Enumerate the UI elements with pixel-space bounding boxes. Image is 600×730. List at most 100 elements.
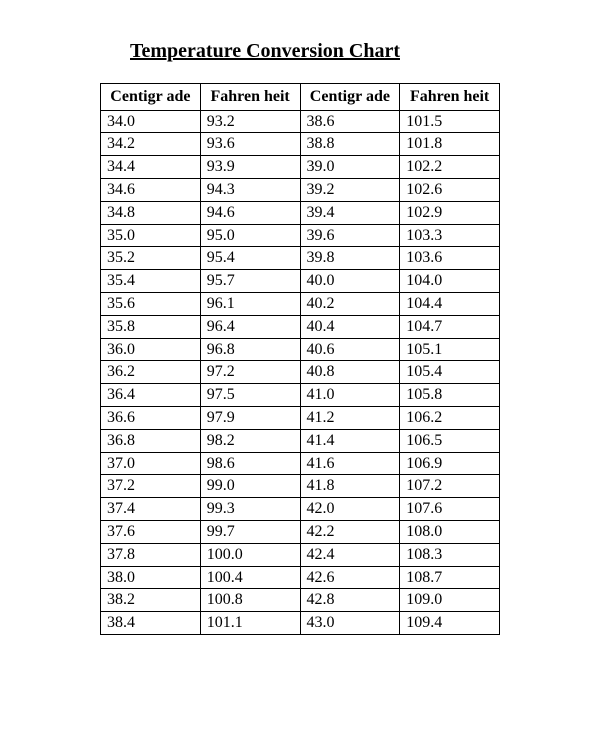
table-cell: 34.6 [101,178,201,201]
table-cell: 37.0 [101,452,201,475]
table-cell: 108.7 [400,566,500,589]
col-header-centigrade-1: Centigr ade [101,84,201,111]
table-cell: 35.0 [101,224,201,247]
table-cell: 98.6 [200,452,300,475]
table-cell: 108.3 [400,543,500,566]
table-cell: 42.4 [300,543,400,566]
table-row: 37.699.742.2108.0 [101,520,500,543]
table-cell: 34.4 [101,156,201,179]
table-cell: 104.7 [400,315,500,338]
table-cell: 105.4 [400,361,500,384]
table-cell: 108.0 [400,520,500,543]
table-cell: 100.4 [200,566,300,589]
table-row: 36.297.240.8105.4 [101,361,500,384]
table-cell: 39.4 [300,201,400,224]
table-cell: 41.0 [300,384,400,407]
document-page: Temperature Conversion Chart Centigr ade… [0,0,600,635]
table-cell: 34.0 [101,110,201,133]
col-header-fahrenheit-1: Fahren heit [200,84,300,111]
table-cell: 37.8 [101,543,201,566]
table-cell: 96.8 [200,338,300,361]
table-row: 36.096.840.6105.1 [101,338,500,361]
table-cell: 34.2 [101,133,201,156]
table-cell: 37.2 [101,475,201,498]
table-cell: 43.0 [300,612,400,635]
table-row: 34.694.339.2102.6 [101,178,500,201]
table-cell: 38.2 [101,589,201,612]
table-cell: 36.0 [101,338,201,361]
table-cell: 95.7 [200,270,300,293]
col-header-centigrade-2: Centigr ade [300,84,400,111]
table-row: 35.095.039.6103.3 [101,224,500,247]
table-cell: 95.4 [200,247,300,270]
table-cell: 40.2 [300,292,400,315]
table-body: 34.093.238.6101.534.293.638.8101.834.493… [101,110,500,634]
table-row: 35.495.740.0104.0 [101,270,500,293]
table-cell: 42.6 [300,566,400,589]
table-row: 36.898.241.4106.5 [101,429,500,452]
table-cell: 36.4 [101,384,201,407]
table-cell: 97.5 [200,384,300,407]
table-cell: 95.0 [200,224,300,247]
table-cell: 100.8 [200,589,300,612]
table-cell: 37.6 [101,520,201,543]
table-cell: 38.8 [300,133,400,156]
table-cell: 105.8 [400,384,500,407]
table-cell: 38.0 [101,566,201,589]
table-row: 34.093.238.6101.5 [101,110,500,133]
table-cell: 102.9 [400,201,500,224]
table-header-row: Centigr ade Fahren heit Centigr ade Fahr… [101,84,500,111]
table-cell: 37.4 [101,498,201,521]
table-cell: 40.0 [300,270,400,293]
table-cell: 97.9 [200,406,300,429]
col-header-fahrenheit-2: Fahren heit [400,84,500,111]
table-row: 34.894.639.4102.9 [101,201,500,224]
table-cell: 40.6 [300,338,400,361]
table-cell: 40.4 [300,315,400,338]
page-title: Temperature Conversion Chart [130,40,500,63]
table-cell: 106.5 [400,429,500,452]
table-cell: 99.7 [200,520,300,543]
table-cell: 97.2 [200,361,300,384]
table-row: 35.696.140.2104.4 [101,292,500,315]
table-row: 37.299.041.8107.2 [101,475,500,498]
table-cell: 105.1 [400,338,500,361]
table-cell: 101.1 [200,612,300,635]
table-cell: 107.6 [400,498,500,521]
table-cell: 36.6 [101,406,201,429]
table-cell: 101.8 [400,133,500,156]
table-cell: 104.0 [400,270,500,293]
table-cell: 93.9 [200,156,300,179]
table-cell: 106.9 [400,452,500,475]
table-row: 37.098.641.6106.9 [101,452,500,475]
table-cell: 42.8 [300,589,400,612]
table-cell: 93.6 [200,133,300,156]
table-cell: 36.2 [101,361,201,384]
table-cell: 102.2 [400,156,500,179]
table-cell: 93.2 [200,110,300,133]
table-row: 38.2100.842.8109.0 [101,589,500,612]
table-row: 36.697.941.2106.2 [101,406,500,429]
table-cell: 41.2 [300,406,400,429]
table-cell: 104.4 [400,292,500,315]
table-cell: 39.8 [300,247,400,270]
table-row: 38.0100.442.6108.7 [101,566,500,589]
table-cell: 94.6 [200,201,300,224]
table-cell: 99.3 [200,498,300,521]
conversion-table: Centigr ade Fahren heit Centigr ade Fahr… [100,83,500,635]
table-cell: 41.6 [300,452,400,475]
table-row: 35.295.439.8103.6 [101,247,500,270]
table-row: 34.493.939.0102.2 [101,156,500,179]
table-cell: 101.5 [400,110,500,133]
table-row: 37.499.342.0107.6 [101,498,500,521]
table-cell: 40.8 [300,361,400,384]
table-cell: 38.4 [101,612,201,635]
table-row: 36.497.541.0105.8 [101,384,500,407]
table-cell: 35.8 [101,315,201,338]
table-cell: 103.6 [400,247,500,270]
table-cell: 34.8 [101,201,201,224]
table-cell: 42.0 [300,498,400,521]
table-cell: 98.2 [200,429,300,452]
table-cell: 38.6 [300,110,400,133]
table-cell: 103.3 [400,224,500,247]
